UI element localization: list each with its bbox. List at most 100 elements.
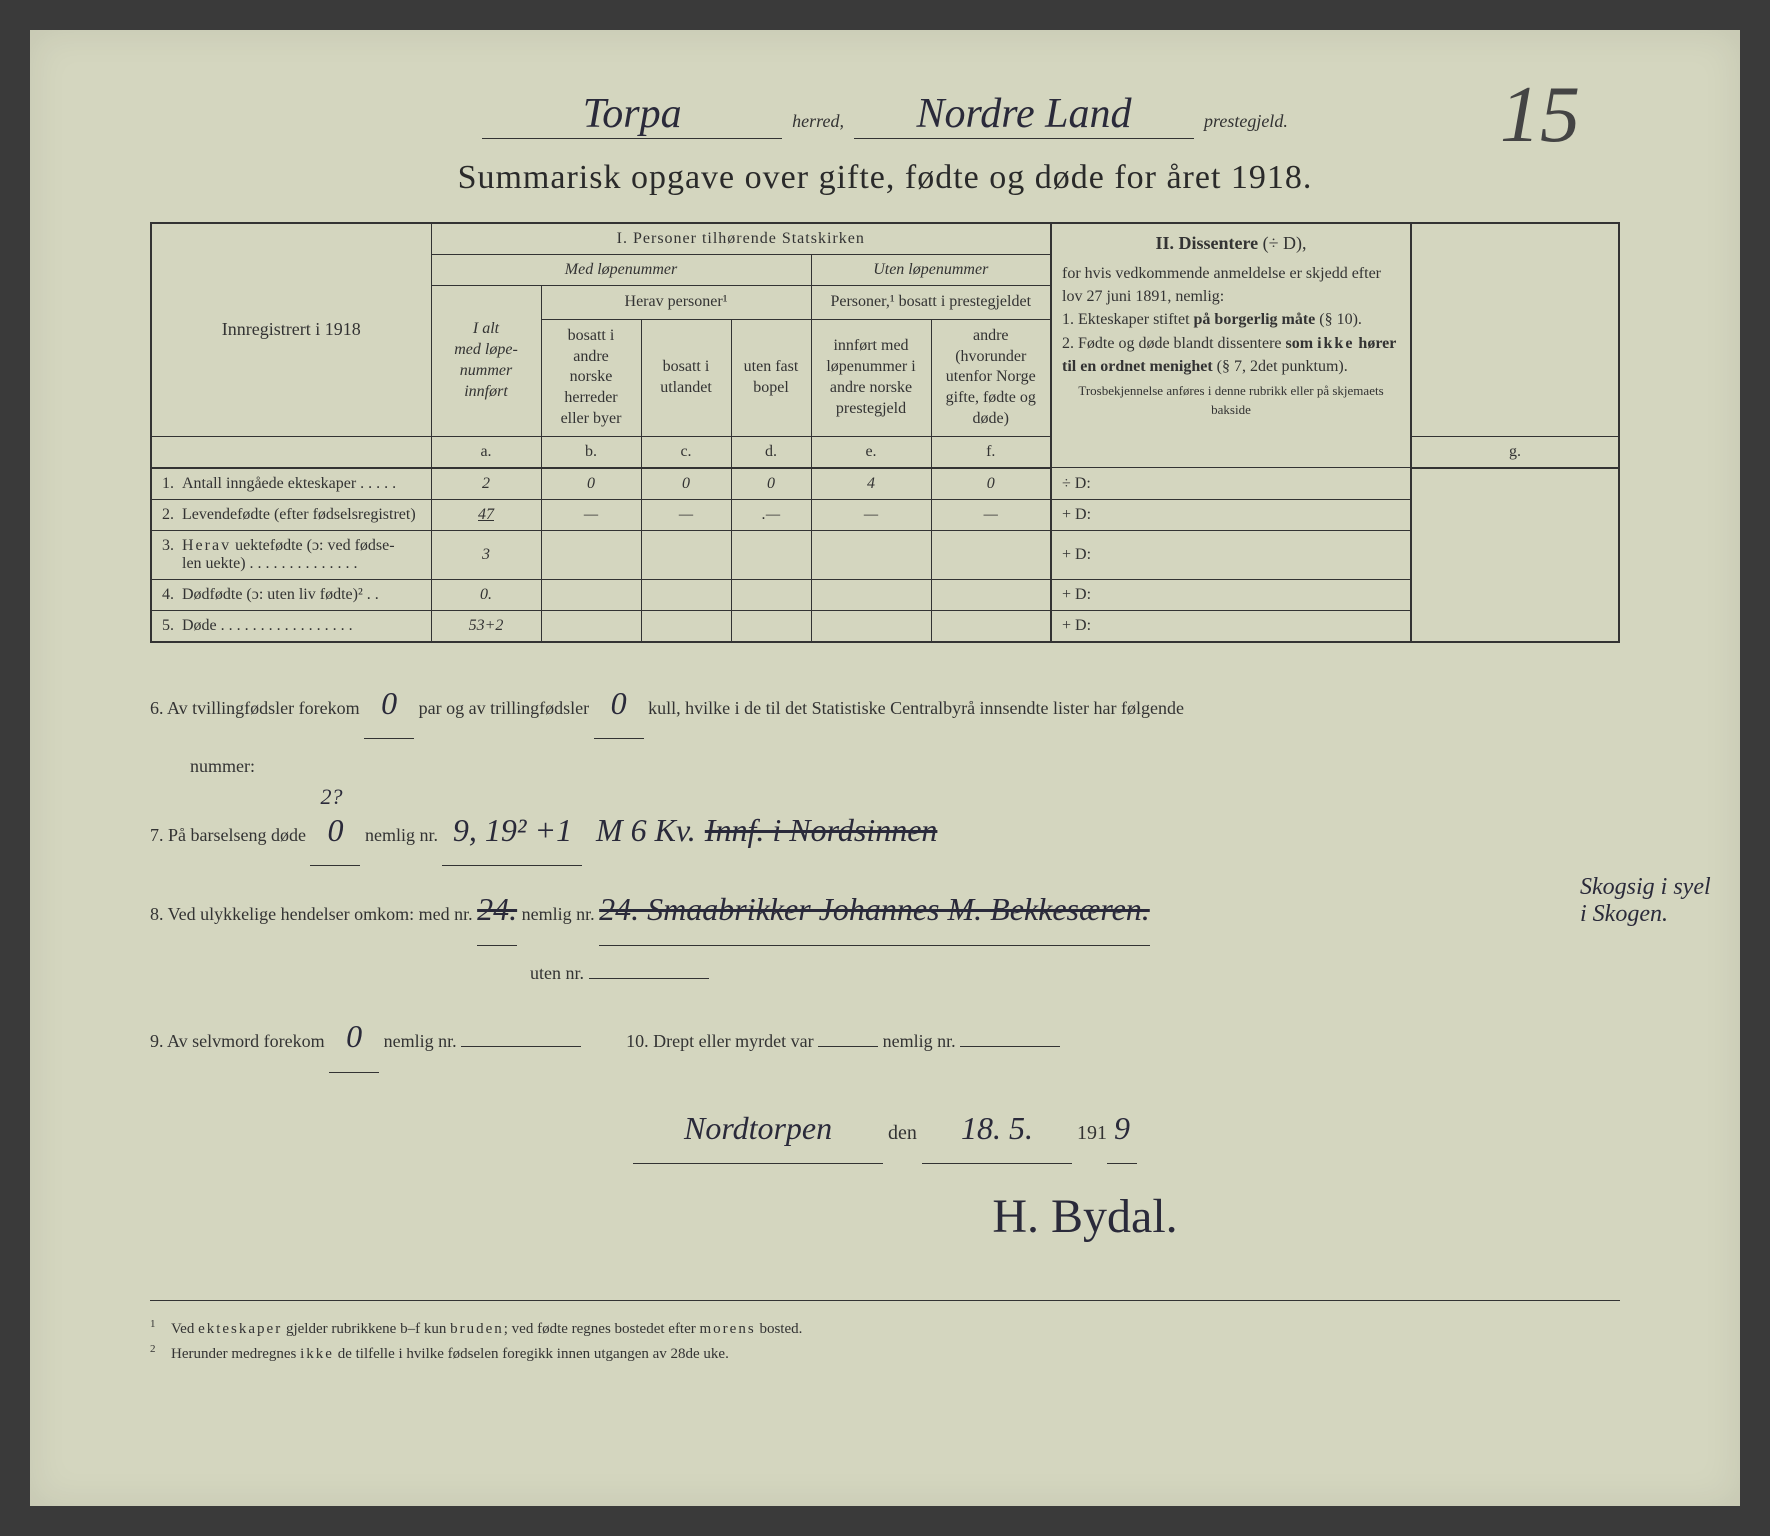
left-header: Innregistrert i 1918 [151, 223, 431, 436]
cell-g: + D: [1051, 610, 1411, 642]
col-c-header: bosatt i utlandet [641, 319, 731, 436]
section-ii-cell: II. Dissentere (÷ D), for hvis vedkommen… [1051, 223, 1411, 468]
cell-c: 0 [641, 468, 731, 500]
line8-val2: 24. Smaabrikker Johannes M. Bekkesæren. [599, 874, 1150, 945]
cell-g: ÷ D: [1051, 468, 1411, 500]
footnote-2: 2 Herunder medregnes ikke de tilfelle i … [150, 1341, 1620, 1366]
cell-e: 4 [811, 468, 931, 500]
section-i-header: I. Personer tilhørende Statskirken [431, 223, 1051, 255]
table-row: 2. Levendefødte (efter fødselsregistret)… [151, 499, 1619, 530]
table-row: 5. Døde . . . . . . . . . . . . . . . . … [151, 610, 1619, 642]
cell-g: + D: [1051, 579, 1411, 610]
col-b-header: bosatt i andre norske herreder eller bye… [541, 319, 641, 436]
uten-lopenummer: Uten løpenummer [811, 255, 1051, 286]
cell-b [541, 530, 641, 579]
line8-val1: 24. [477, 874, 517, 945]
col-a-header: I altmed løpe-nummerinnført [431, 286, 541, 437]
cell-a: 0. [431, 579, 541, 610]
cell-e [811, 579, 931, 610]
prestegjeld-value: Nordre Land [854, 90, 1194, 139]
cell-f [931, 530, 1051, 579]
cell-e [811, 610, 931, 642]
document-page: Torpa herred, Nordre Land prestegjeld. 1… [30, 30, 1740, 1506]
row-label: 2. Levendefødte (efter fødselsregistret) [151, 499, 431, 530]
cell-f [931, 610, 1051, 642]
letter-c: c. [641, 436, 731, 468]
dissenter-text: for hvis vedkommende anmeldelse er skjed… [1062, 262, 1400, 420]
cell-a: 3 [431, 530, 541, 579]
cell-f: — [931, 499, 1051, 530]
table-row: 1. Antall inngåede ekteskaper . . . . . … [151, 468, 1619, 500]
cell-b [541, 610, 641, 642]
letter-e: e. [811, 436, 931, 468]
signature-name: H. Bydal. [992, 1164, 1177, 1270]
cell-b [541, 579, 641, 610]
cell-g: + D: [1051, 499, 1411, 530]
letter-a: a. [431, 436, 541, 468]
line-7: 7. På barselseng døde 2? 0 nemlig nr. 9,… [150, 795, 1620, 866]
cell-f: 0 [931, 468, 1051, 500]
line-6: 6. Av tvillingfødsler forekom 0 par og a… [150, 668, 1620, 739]
prestegjeld-label: prestegjeld. [1204, 111, 1288, 132]
line8-note: Skogsig i syel i Skogen. [1580, 874, 1720, 927]
cell-b: 0 [541, 468, 641, 500]
letter-g: g. [1411, 436, 1619, 468]
cell-d: .— [731, 499, 811, 530]
main-table: Innregistrert i 1918 I. Personer tilhøre… [150, 222, 1620, 643]
triplets-value: 0 [594, 668, 644, 739]
signature-row: Nordtorpen den 18. 5. 1919 H. Bydal. [150, 1093, 1620, 1270]
row-label: 1. Antall inngåede ekteskaper . . . . . [151, 468, 431, 500]
line-8b: uten nr. [150, 954, 1620, 994]
twins-value: 0 [364, 668, 414, 739]
line9-val: 0 [329, 1001, 379, 1072]
cell-a: 47 [431, 499, 541, 530]
signature-date: 18. 5. [922, 1093, 1072, 1164]
section-ii-header: II. Dissentere (÷ D), [1155, 233, 1306, 253]
cell-d [731, 579, 811, 610]
cell-d [731, 530, 811, 579]
cell-c [641, 530, 731, 579]
cell-e [811, 530, 931, 579]
cell-c [641, 610, 731, 642]
line7-struck: Innf. i Nordsinnen [705, 812, 938, 848]
cell-g: + D: [1051, 530, 1411, 579]
col-d-header: uten fast bopel [731, 319, 811, 436]
letter-d: d. [731, 436, 811, 468]
table-row: 3. Herav uektefødte (ɔ: ved fødse- len u… [151, 530, 1619, 579]
cell-f [931, 579, 1051, 610]
col-e-header: innført med løpenummer i andre norske pr… [811, 319, 931, 436]
footnote-1: 1 Ved ekteskaper gjelder rubrikkene b–f … [150, 1316, 1620, 1341]
herred-label: herred, [792, 111, 844, 132]
letter-f: f. [931, 436, 1051, 468]
cell-a: 2 [431, 468, 541, 500]
col-f-header: andre (hvorunder utenfor Norge gifte, fø… [931, 319, 1051, 436]
footnotes: 1 Ved ekteskaper gjelder rubrikkene b–f … [150, 1300, 1620, 1366]
row-label: 5. Døde . . . . . . . . . . . . . . . . … [151, 610, 431, 642]
line7-sup: 2? [320, 773, 342, 821]
letter-b: b. [541, 436, 641, 468]
line7-val2: 9, 19² +1 [442, 795, 582, 866]
cell-c: — [641, 499, 731, 530]
line-9-10: 9. Av selvmord forekom 0 nemlig nr. 10. … [150, 1001, 1620, 1072]
cell-a: 53+2 [431, 610, 541, 642]
med-lopenummer: Med løpenummer [431, 255, 811, 286]
cell-c [641, 579, 731, 610]
row-label: 4. Dødfødte (ɔ: uten liv fødte)² . . [151, 579, 431, 610]
row-label: 3. Herav uektefødte (ɔ: ved fødse- len u… [151, 530, 431, 579]
personer-bosatt: Personer,¹ bosatt i prestegjeldet [811, 286, 1051, 320]
page-number: 15 [1500, 70, 1580, 161]
herred-value: Torpa [482, 90, 782, 139]
line7-mk: M 6 Kv. [596, 812, 696, 848]
header-row: Torpa herred, Nordre Land prestegjeld. 1… [150, 90, 1620, 139]
cell-b: — [541, 499, 641, 530]
below-table: 6. Av tvillingfødsler forekom 0 par og a… [150, 668, 1620, 1270]
herav-personer: Herav personer¹ [541, 286, 811, 320]
signature-place: Nordtorpen [633, 1093, 883, 1164]
signature-year: 9 [1107, 1093, 1137, 1164]
page-title: Summarisk opgave over gifte, fødte og dø… [150, 159, 1620, 197]
table-row: 4. Dødfødte (ɔ: uten liv fødte)² . . 0. … [151, 579, 1619, 610]
cell-d: 0 [731, 468, 811, 500]
cell-d [731, 610, 811, 642]
line-8: 8. Ved ulykkelige hendelser omkom: med n… [150, 874, 1620, 945]
cell-e: — [811, 499, 931, 530]
